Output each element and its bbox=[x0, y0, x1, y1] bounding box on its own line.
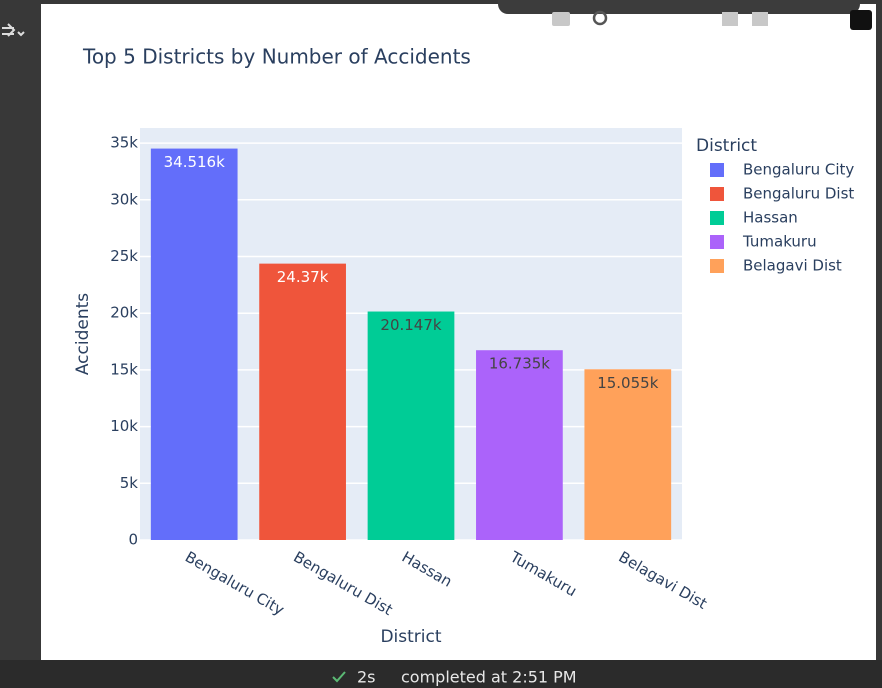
y-tick-label: 10k bbox=[110, 417, 138, 435]
data-label: 34.516k bbox=[164, 153, 225, 171]
data-label: 16.735k bbox=[489, 355, 550, 373]
data-label: 20.147k bbox=[380, 316, 441, 334]
status-message: completed at 2:51 PM bbox=[401, 668, 577, 687]
y-tick-label: 20k bbox=[110, 304, 138, 322]
legend-title: District bbox=[696, 136, 757, 156]
legend-label: Tumakuru bbox=[742, 233, 817, 251]
bar bbox=[367, 311, 455, 540]
x-axis-title: District bbox=[380, 627, 441, 647]
bar bbox=[259, 263, 346, 540]
y-tick-label: 25k bbox=[110, 247, 138, 265]
status-duration: 2s bbox=[357, 668, 376, 687]
bar bbox=[150, 148, 238, 540]
check-icon bbox=[332, 671, 346, 683]
legend-swatch bbox=[710, 187, 724, 201]
legend-label: Belagavi Dist bbox=[743, 257, 842, 275]
status-bar bbox=[0, 660, 882, 688]
legend-swatch bbox=[710, 259, 724, 273]
y-tick-label: 0 bbox=[128, 531, 138, 549]
bar bbox=[476, 350, 563, 540]
y-tick-label: 30k bbox=[110, 190, 138, 208]
y-axis-title: Accidents bbox=[73, 293, 93, 375]
data-label: 15.055k bbox=[597, 374, 658, 392]
bar bbox=[584, 369, 672, 540]
legend-swatch bbox=[710, 211, 724, 225]
legend-label: Hassan bbox=[743, 209, 798, 227]
legend-label: Bengaluru Dist bbox=[743, 185, 854, 203]
y-tick-label: 15k bbox=[110, 360, 138, 378]
legend-swatch bbox=[710, 235, 724, 249]
y-tick-label: 5k bbox=[120, 474, 139, 492]
data-label: 24.37k bbox=[277, 268, 329, 286]
toolbar[interactable] bbox=[498, 0, 860, 14]
modebar[interactable] bbox=[552, 10, 872, 30]
chart-title: Top 5 Districts by Number of Accidents bbox=[82, 45, 471, 69]
y-tick-label: 35k bbox=[110, 134, 138, 152]
legend-swatch bbox=[710, 163, 724, 177]
left-icon bbox=[2, 23, 25, 37]
legend-label: Bengaluru City bbox=[743, 161, 854, 179]
